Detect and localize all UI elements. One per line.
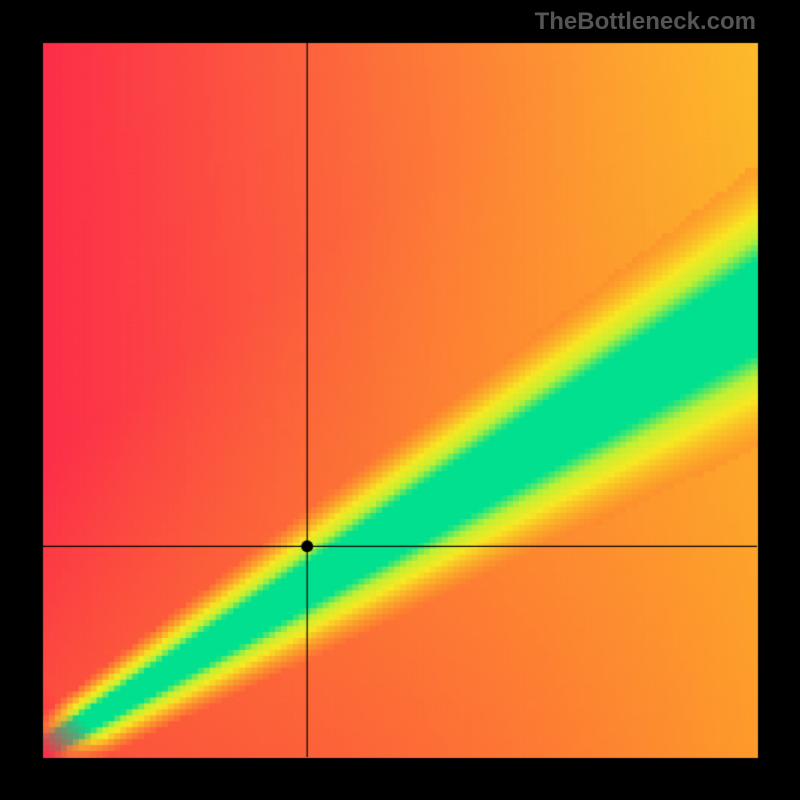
- bottleneck-heatmap: [0, 0, 800, 800]
- chart-container: TheBottleneck.com: [0, 0, 800, 800]
- watermark-label: TheBottleneck.com: [535, 8, 756, 36]
